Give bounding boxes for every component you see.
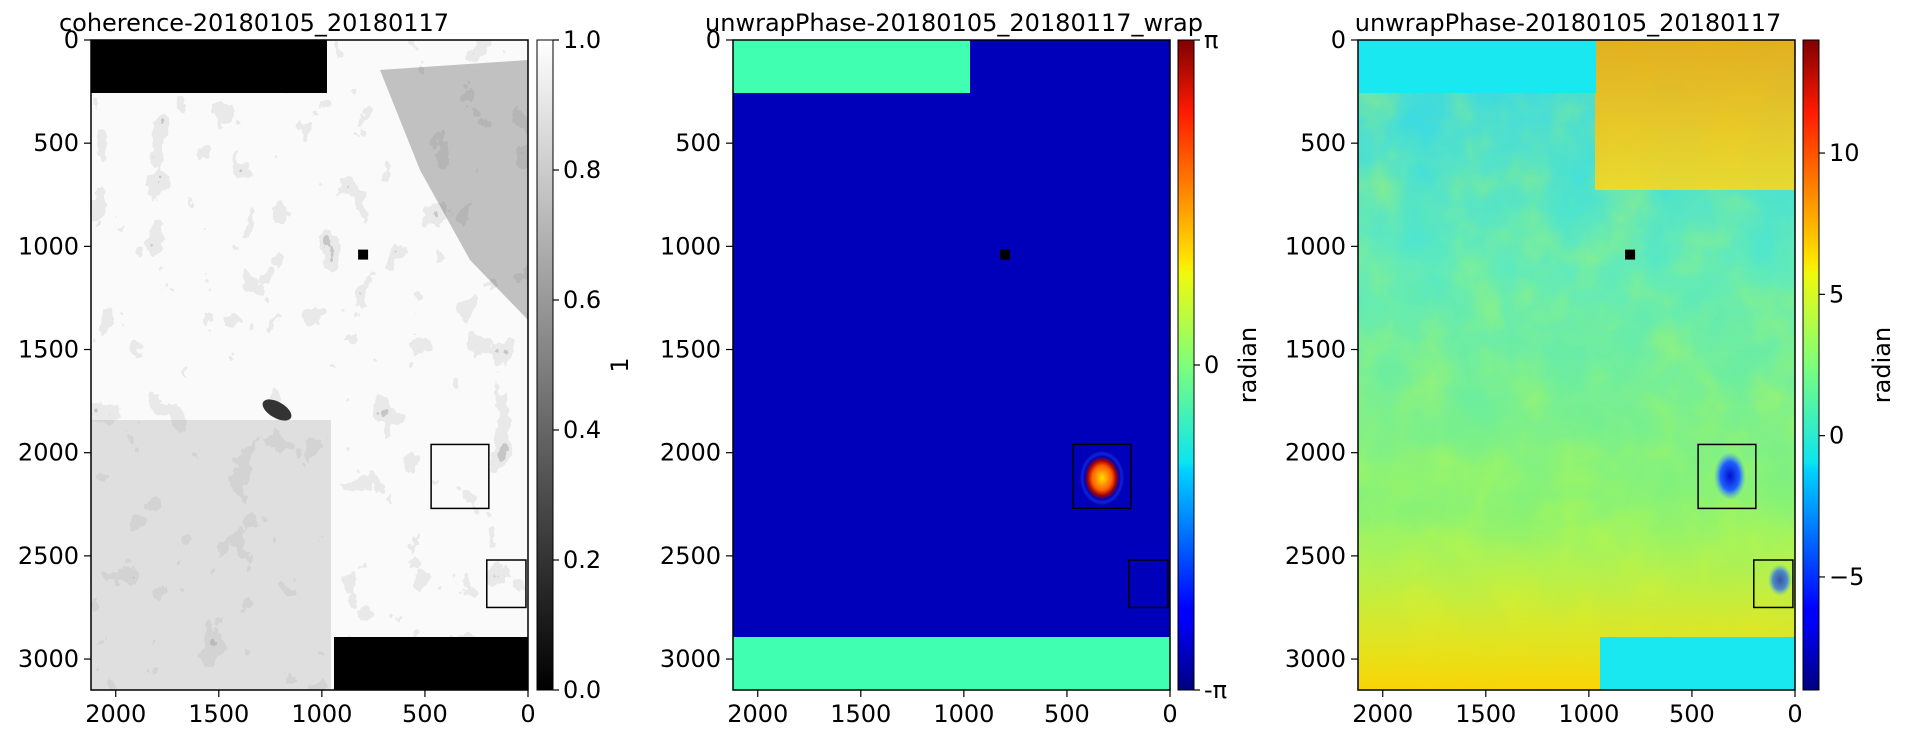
unwrapped-phase-colorbar <box>1802 39 1820 691</box>
coherence-colorbar-tick-label: 0.2 <box>563 546 601 574</box>
coherence-colorbar <box>536 39 554 691</box>
wrapped-phase-y-tick-label: 2500 <box>660 542 721 570</box>
coherence-colorbar-label: 1 <box>606 357 634 372</box>
coherence-panel: coherence-20180105_20180117 2000 1500 1000… <box>18 9 634 728</box>
coherence-y-tick-label: 2500 <box>18 542 79 570</box>
wrapped-phase-x-tick-label: 500 <box>1044 700 1090 728</box>
wrapped-phase-colorbar <box>1177 39 1195 691</box>
coherence-box <box>486 559 527 609</box>
unwrapped-phase-x-tick-label: 2000 <box>1352 700 1413 728</box>
unwrapped-phase-y-tick-label: 1500 <box>1285 336 1346 364</box>
wrapped-phase-box <box>1128 559 1169 609</box>
coherence-x-tick-label: 500 <box>402 700 448 728</box>
coherence-x-tick-label: 0 <box>520 700 535 728</box>
wrapped-phase-reference-point <box>1000 249 1011 260</box>
coherence-x-tick-label: 1500 <box>188 700 249 728</box>
unwrapped-phase-y-tick-label: 0 <box>1331 26 1346 54</box>
unwrapped-phase-x-ticks: 2000 1500 1000 500 0 <box>1352 690 1803 728</box>
unwrapped-phase-x-tick-label: 1000 <box>1558 700 1619 728</box>
coherence-box <box>430 443 490 510</box>
wrapped-phase-colorbar-label: radian <box>1234 327 1262 403</box>
wrapped-phase-colorbar-ticks: -π 0 π <box>1194 26 1227 704</box>
wrapped-phase-x-tick-label: 0 <box>1162 700 1177 728</box>
unwrapped-phase-colorbar-ticks: −5 0 5 10 <box>1819 139 1864 591</box>
coherence-colorbar-tick-label: 0.6 <box>563 286 601 314</box>
wrapped-phase-y-ticks: 0 500 1000 1500 2000 2500 3000 <box>660 26 733 673</box>
coherence-x-tick-label: 2000 <box>85 700 146 728</box>
wrapped-phase-overlays <box>1000 249 1169 609</box>
coherence-y-tick-label: 1000 <box>18 232 79 260</box>
unwrapped-phase-box <box>1753 559 1794 609</box>
unwrapped-phase-y-tick-label: 2500 <box>1285 542 1346 570</box>
unwrapped-phase-colorbar-tick-label: 5 <box>1829 280 1844 308</box>
coherence-y-tick-label: 1500 <box>18 336 79 364</box>
coherence-colorbar-tick-label: 0.8 <box>563 156 601 184</box>
coherence-x-ticks: 2000 1500 1000 500 0 <box>85 690 536 728</box>
wrapped-phase-y-tick-label: 3000 <box>660 645 721 673</box>
wrapped-phase-image <box>733 40 1170 690</box>
wrapped-phase-colorbar-tick-label: 0 <box>1204 351 1219 379</box>
unwrapped-phase-x-tick-label: 500 <box>1669 700 1715 728</box>
wrapped-phase-y-tick-label: 500 <box>675 129 721 157</box>
unwrapped-phase-y-tick-label: 1000 <box>1285 232 1346 260</box>
unwrapped-phase-title: unwrapPhase-20180105_20180117 <box>1355 9 1782 37</box>
wrapped-phase-y-tick-label: 2000 <box>660 439 721 467</box>
coherence-reference-point <box>358 249 369 260</box>
coherence-y-ticks: 0 500 1000 1500 2000 2500 3000 <box>18 26 91 673</box>
coherence-colorbar-ticks: 0.0 0.2 0.4 0.6 0.8 1.0 <box>553 26 601 704</box>
unwrapped-phase-colorbar-label: radian <box>1868 327 1896 403</box>
unwrapped-phase-colorbar-tick-label: 0 <box>1829 422 1844 450</box>
coherence-overlays <box>358 249 527 609</box>
coherence-y-tick-label: 2000 <box>18 439 79 467</box>
wrapped-phase-x-tick-label: 1500 <box>830 700 891 728</box>
unwrapped-phase-y-ticks: 0 500 1000 1500 2000 2500 3000 <box>1285 26 1358 673</box>
wrapped-phase-title: unwrapPhase-20180105_20180117_wrap <box>705 9 1203 37</box>
unwrapped-phase-y-tick-label: 2000 <box>1285 439 1346 467</box>
unwrapped-phase-image <box>1358 40 1795 690</box>
coherence-colorbar-tick-label: 0.4 <box>563 416 601 444</box>
unwrapped-phase-panel: unwrapPhase-20180105_20180117 2000 1500 10… <box>1285 9 1896 728</box>
wrapped-phase-y-tick-label: 0 <box>706 26 721 54</box>
unwrapped-phase-x-tick-label: 0 <box>1787 700 1802 728</box>
unwrapped-phase-x-tick-label: 1500 <box>1455 700 1516 728</box>
unwrapped-phase-box <box>1697 443 1757 510</box>
coherence-y-tick-label: 500 <box>33 129 79 157</box>
coherence-image <box>91 40 528 690</box>
wrapped-phase-y-tick-label: 1000 <box>660 232 721 260</box>
coherence-colorbar-tick-label: 0.0 <box>563 676 601 704</box>
unwrapped-phase-y-tick-label: 3000 <box>1285 645 1346 673</box>
coherence-colorbar-tick-label: 1.0 <box>563 26 601 54</box>
unwrapped-phase-overlays <box>1625 249 1794 609</box>
coherence-x-tick-label: 1000 <box>291 700 352 728</box>
unwrapped-phase-reference-point <box>1625 249 1636 260</box>
coherence-y-tick-label: 0 <box>64 26 79 54</box>
unwrapped-phase-colorbar-tick-label: −5 <box>1829 563 1864 591</box>
unwrapped-phase-y-tick-label: 500 <box>1300 129 1346 157</box>
wrapped-phase-colorbar-tick-label: -π <box>1204 676 1227 704</box>
coherence-y-tick-label: 3000 <box>18 645 79 673</box>
wrapped-phase-colorbar-tick-label: π <box>1204 26 1218 54</box>
wrapped-phase-x-tick-label: 1000 <box>933 700 994 728</box>
wrapped-phase-box <box>1072 443 1132 510</box>
wrapped-phase-panel: unwrapPhase-20180105_20180117_wrap 2000 1… <box>660 9 1262 728</box>
wrapped-phase-y-tick-label: 1500 <box>660 336 721 364</box>
coherence-title: coherence-20180105_20180117 <box>59 9 449 37</box>
wrapped-phase-x-tick-label: 2000 <box>727 700 788 728</box>
wrapped-phase-x-ticks: 2000 1500 1000 500 0 <box>727 690 1178 728</box>
unwrapped-phase-colorbar-tick-label: 10 <box>1829 139 1860 167</box>
